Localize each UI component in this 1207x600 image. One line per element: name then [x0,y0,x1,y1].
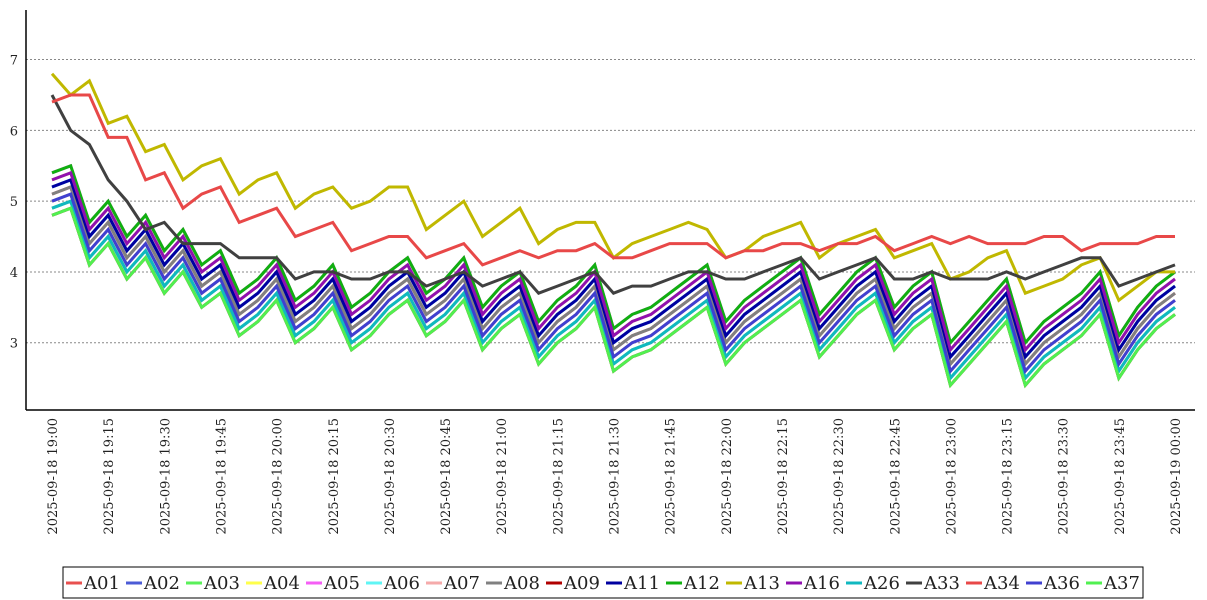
x-tick-label: 2025-09-18 20:30 [383,418,398,535]
legend-label: A08 [503,573,540,594]
legend: A01 A02 A03 A04 A05 A06 A07 A08 A09 A11 A12 A13 A16 A… [62,566,1144,599]
legend-label: A09 [563,573,600,594]
x-tick-label: 2025-09-18 21:30 [608,418,623,535]
y-tick-label: 6 [10,124,18,139]
lines [50,72,1176,389]
legend-box [62,566,1144,599]
legend-label: A13 [743,573,780,594]
x-tick-label: 2025-09-18 19:00 [46,418,61,535]
x-tick-label: 2025-09-19 00:00 [1169,418,1184,535]
legend-label: A36 [1043,573,1080,594]
x-tick-label: 2025-09-18 22:45 [888,418,903,535]
x-tick-label: 2025-09-18 22:00 [720,418,735,535]
x-tick-label: 2025-09-18 20:15 [327,418,342,535]
series-line [51,185,1176,368]
legend-label: A06 [383,573,420,594]
legend-label: A26 [863,573,900,594]
series-line [51,170,1176,353]
y-tick-label: 7 [10,54,18,69]
series-line [50,94,1176,295]
x-tick-label: 2025-09-18 20:00 [271,418,286,535]
x-tick-label: 2025-09-18 20:45 [439,418,454,535]
x-tick-label: 2025-09-18 22:30 [832,418,847,535]
y-tick-label: 4 [10,266,18,281]
x-tick-label: 2025-09-18 23:45 [1113,418,1128,535]
x-tick-label: 2025-09-18 19:15 [102,418,117,535]
x-tick-label: 2025-09-18 21:00 [495,418,510,535]
legend-label: A12 [683,573,720,594]
legend-label: A34 [983,573,1020,594]
x-tick-label: 2025-09-18 19:45 [214,418,229,535]
legend-label: A03 [203,573,240,594]
legend-label: A37 [1103,573,1140,594]
series-line [51,93,1175,267]
legend-label: A07 [443,573,480,594]
series-line [51,177,1176,360]
series-line [51,163,1176,346]
x-tick-label: 2025-09-18 19:30 [158,418,173,535]
legend-label: A05 [323,573,360,594]
legend-label: A01 [83,573,120,594]
x-tick-label: 2025-09-18 22:15 [776,418,791,535]
x-tick-label: 2025-09-18 21:15 [551,418,566,535]
x-tick-label: 2025-09-18 23:30 [1057,418,1072,535]
legend-label: A02 [143,573,180,594]
legend-label: A11 [623,573,660,594]
axes [25,10,1195,411]
labels: 3 4 5 6 7 2025-09-18 19:00 2025-09-18 19:15 202… [10,54,1184,535]
x-tick-label: 2025-09-18 23:15 [1001,418,1016,535]
x-tick-label: 2025-09-18 21:45 [664,418,679,535]
series-line [51,206,1176,389]
series-line [51,192,1176,375]
series-line [51,199,1176,382]
y-tick-label: 5 [10,195,18,210]
x-tick-label: 2025-09-18 23:00 [944,418,959,535]
legend-label: A33 [923,573,960,594]
legend-label: A16 [803,573,840,594]
y-tick-label: 3 [10,337,18,352]
legend-label: A04 [263,573,300,594]
